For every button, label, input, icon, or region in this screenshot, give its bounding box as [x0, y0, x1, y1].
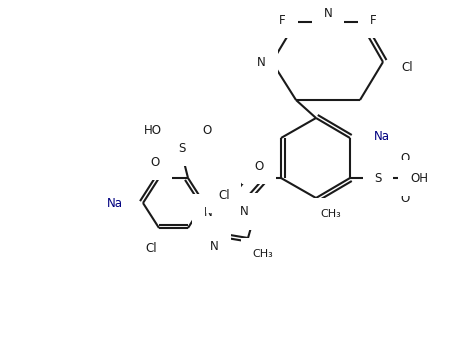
Text: HO: HO [144, 124, 162, 137]
Text: Cl: Cl [145, 242, 157, 255]
Text: S: S [374, 171, 382, 185]
Text: F: F [279, 13, 286, 27]
Text: CH₃: CH₃ [252, 249, 273, 259]
Text: Cl: Cl [401, 60, 413, 73]
Text: Cl: Cl [218, 188, 230, 201]
Text: N: N [256, 156, 264, 169]
Text: O: O [254, 159, 263, 172]
Text: Na: Na [107, 197, 123, 209]
Text: O: O [202, 124, 211, 137]
Text: S: S [178, 141, 186, 155]
Text: N: N [204, 206, 213, 218]
Text: O: O [400, 191, 409, 205]
Text: N: N [324, 7, 332, 20]
Text: F: F [370, 13, 376, 27]
Text: N: N [240, 205, 248, 218]
Text: O: O [151, 156, 160, 168]
Text: N: N [210, 240, 219, 253]
Text: N: N [257, 56, 266, 69]
Text: O: O [400, 151, 409, 165]
Text: OH: OH [410, 171, 428, 185]
Text: CH₃: CH₃ [320, 209, 341, 219]
Text: Na: Na [374, 129, 390, 142]
